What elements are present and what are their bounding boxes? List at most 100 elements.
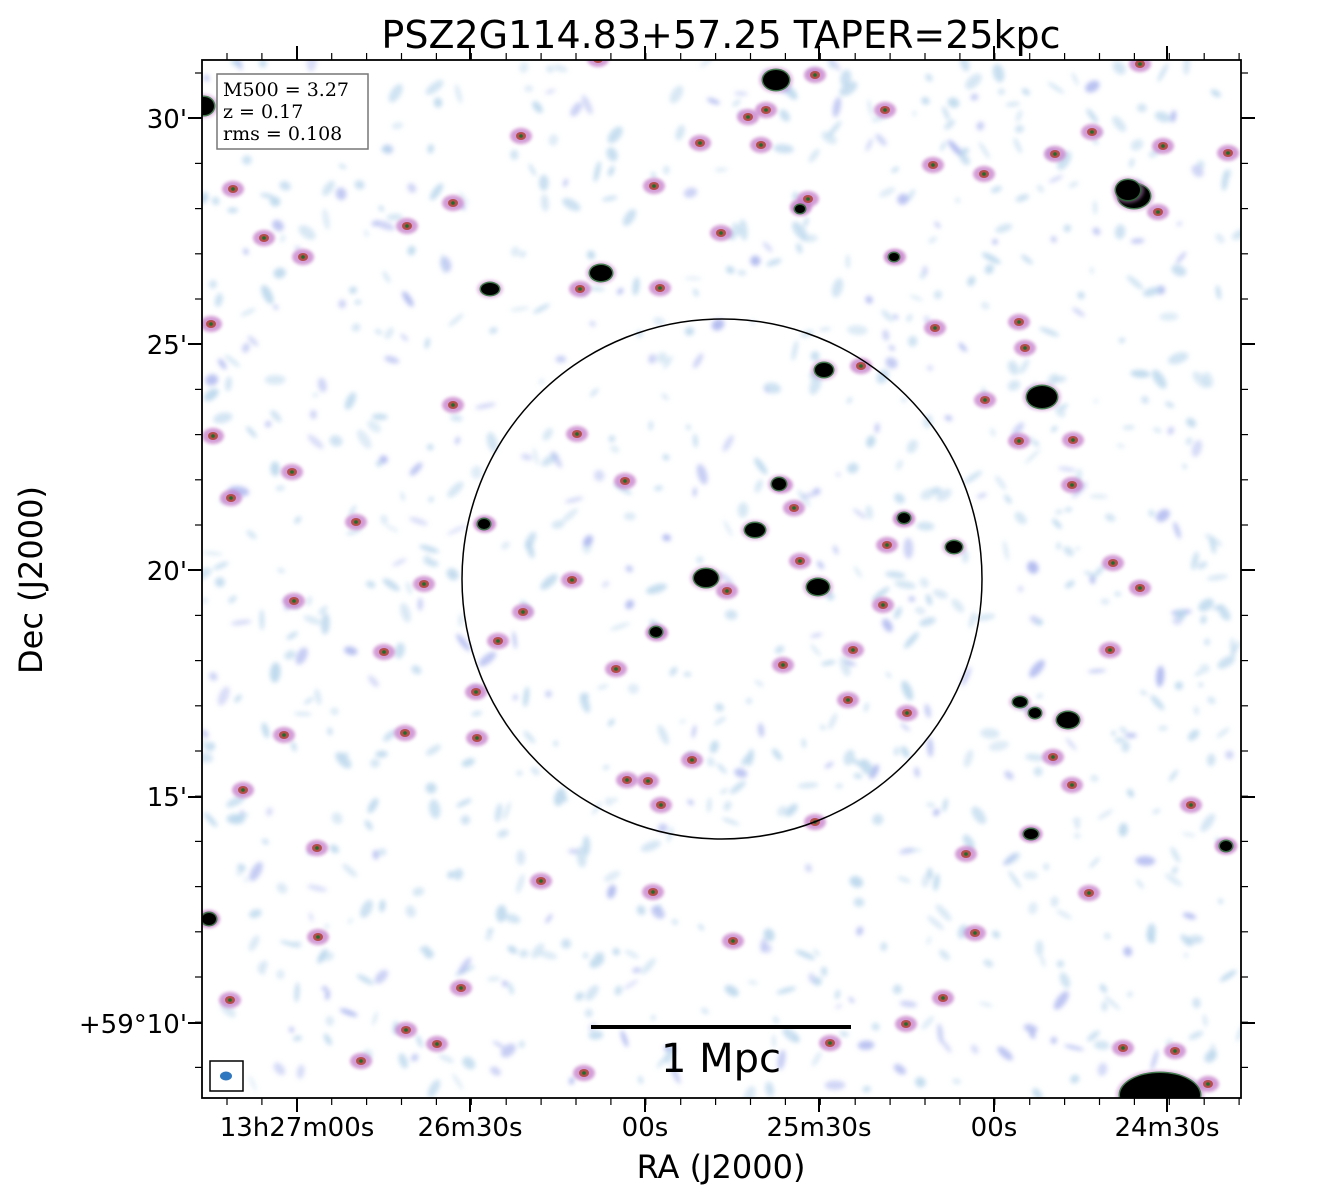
noise-blob bbox=[1027, 561, 1039, 574]
noise-blob bbox=[926, 802, 936, 808]
compact-source bbox=[741, 520, 769, 540]
noise-blob bbox=[409, 517, 428, 526]
noise-blob bbox=[1130, 238, 1145, 244]
noise-blob bbox=[279, 234, 286, 243]
noise-blob bbox=[928, 236, 938, 244]
noise-blob bbox=[1099, 984, 1108, 993]
noise-blob bbox=[507, 945, 518, 954]
noise-blob bbox=[523, 686, 530, 708]
noise-blob bbox=[1118, 337, 1125, 343]
noise-blob bbox=[447, 525, 467, 535]
noise-blob bbox=[375, 750, 388, 758]
noise-blob bbox=[584, 1008, 593, 1018]
noise-blob bbox=[992, 239, 998, 245]
noise-blob bbox=[516, 770, 523, 776]
noise-blob bbox=[1100, 598, 1110, 605]
noise-blob bbox=[871, 586, 890, 602]
noise-blob bbox=[294, 982, 300, 1003]
noise-blob bbox=[582, 952, 589, 959]
faint-source bbox=[566, 426, 588, 442]
noise-blob bbox=[218, 358, 227, 370]
noise-blob bbox=[1185, 437, 1193, 445]
noise-blob bbox=[593, 469, 605, 482]
faint-source bbox=[964, 925, 986, 941]
faint-source bbox=[273, 727, 295, 743]
noise-blob bbox=[763, 928, 775, 942]
noise-blob bbox=[657, 724, 669, 745]
noise-blob bbox=[374, 220, 395, 231]
noise-blob bbox=[791, 340, 798, 361]
noise-blob bbox=[447, 870, 454, 879]
noise-blob bbox=[433, 97, 443, 108]
noise-blob bbox=[588, 1030, 604, 1040]
noise-blob bbox=[732, 99, 741, 107]
noise-blob bbox=[202, 597, 208, 604]
compact-source bbox=[474, 516, 494, 532]
noise-blob bbox=[508, 982, 514, 995]
noise-blob bbox=[951, 598, 965, 613]
noise-blob bbox=[510, 149, 519, 160]
noise-blob bbox=[1007, 380, 1021, 391]
noise-blob bbox=[1058, 466, 1077, 472]
noise-blob bbox=[458, 191, 469, 205]
noise-blob bbox=[1111, 730, 1116, 736]
noise-blob bbox=[1116, 443, 1125, 448]
noise-blob bbox=[309, 912, 314, 922]
noise-blob bbox=[821, 131, 837, 145]
noise-blob bbox=[228, 595, 237, 604]
faint-source bbox=[874, 102, 896, 118]
noise-blob bbox=[545, 690, 552, 698]
noise-blob bbox=[377, 848, 387, 856]
noise-blob bbox=[909, 294, 923, 301]
noise-blob bbox=[400, 491, 405, 502]
r500-circle bbox=[461, 318, 983, 840]
noise-blob bbox=[965, 73, 982, 90]
noise-blob bbox=[1040, 954, 1046, 968]
noise-blob bbox=[684, 327, 695, 336]
noise-blob bbox=[259, 609, 265, 631]
noise-blob bbox=[539, 950, 558, 960]
noise-blob bbox=[323, 1033, 332, 1046]
noise-blob bbox=[454, 84, 463, 104]
noise-blob bbox=[354, 299, 362, 305]
noise-blob bbox=[203, 812, 218, 828]
noise-blob bbox=[307, 884, 328, 892]
noise-blob bbox=[1023, 871, 1038, 880]
noise-blob bbox=[698, 924, 704, 931]
noise-blob bbox=[486, 928, 494, 935]
noise-blob bbox=[346, 528, 362, 536]
axis-ticks bbox=[188, 46, 1255, 1112]
noise-blob bbox=[1033, 440, 1039, 447]
noise-blob bbox=[927, 915, 944, 930]
noise-blob bbox=[1015, 109, 1023, 123]
noise-blob bbox=[213, 561, 229, 570]
noise-blob bbox=[351, 323, 361, 332]
noise-blob bbox=[276, 969, 285, 980]
noise-blob bbox=[605, 797, 613, 806]
noise-blob bbox=[865, 138, 873, 152]
noise-blob bbox=[880, 942, 888, 952]
compact-source bbox=[1216, 838, 1236, 854]
noise-blob bbox=[1182, 832, 1196, 837]
noise-blob bbox=[632, 277, 640, 296]
noise-blob bbox=[927, 737, 934, 758]
noise-blob bbox=[856, 926, 864, 936]
faint-source bbox=[1217, 145, 1239, 161]
faint-source bbox=[1061, 477, 1083, 493]
noise-blob bbox=[244, 876, 249, 883]
noise-blob bbox=[606, 147, 618, 162]
noise-blob bbox=[1142, 286, 1161, 297]
noise-blob bbox=[246, 426, 257, 438]
compact-source bbox=[811, 360, 837, 380]
beam-indicator bbox=[209, 1060, 244, 1092]
faint-source bbox=[681, 752, 703, 768]
dec-tick-labels: 30' 25' 20' 15' +59°10' bbox=[79, 105, 187, 1040]
faint-source bbox=[442, 397, 464, 413]
noise-blob bbox=[1188, 1030, 1204, 1040]
noise-blob bbox=[857, 1040, 875, 1050]
noise-blob bbox=[810, 633, 823, 638]
noise-blob bbox=[1036, 693, 1044, 699]
noise-blob bbox=[608, 165, 615, 177]
noise-blob bbox=[331, 812, 343, 825]
noise-blob bbox=[394, 642, 405, 659]
